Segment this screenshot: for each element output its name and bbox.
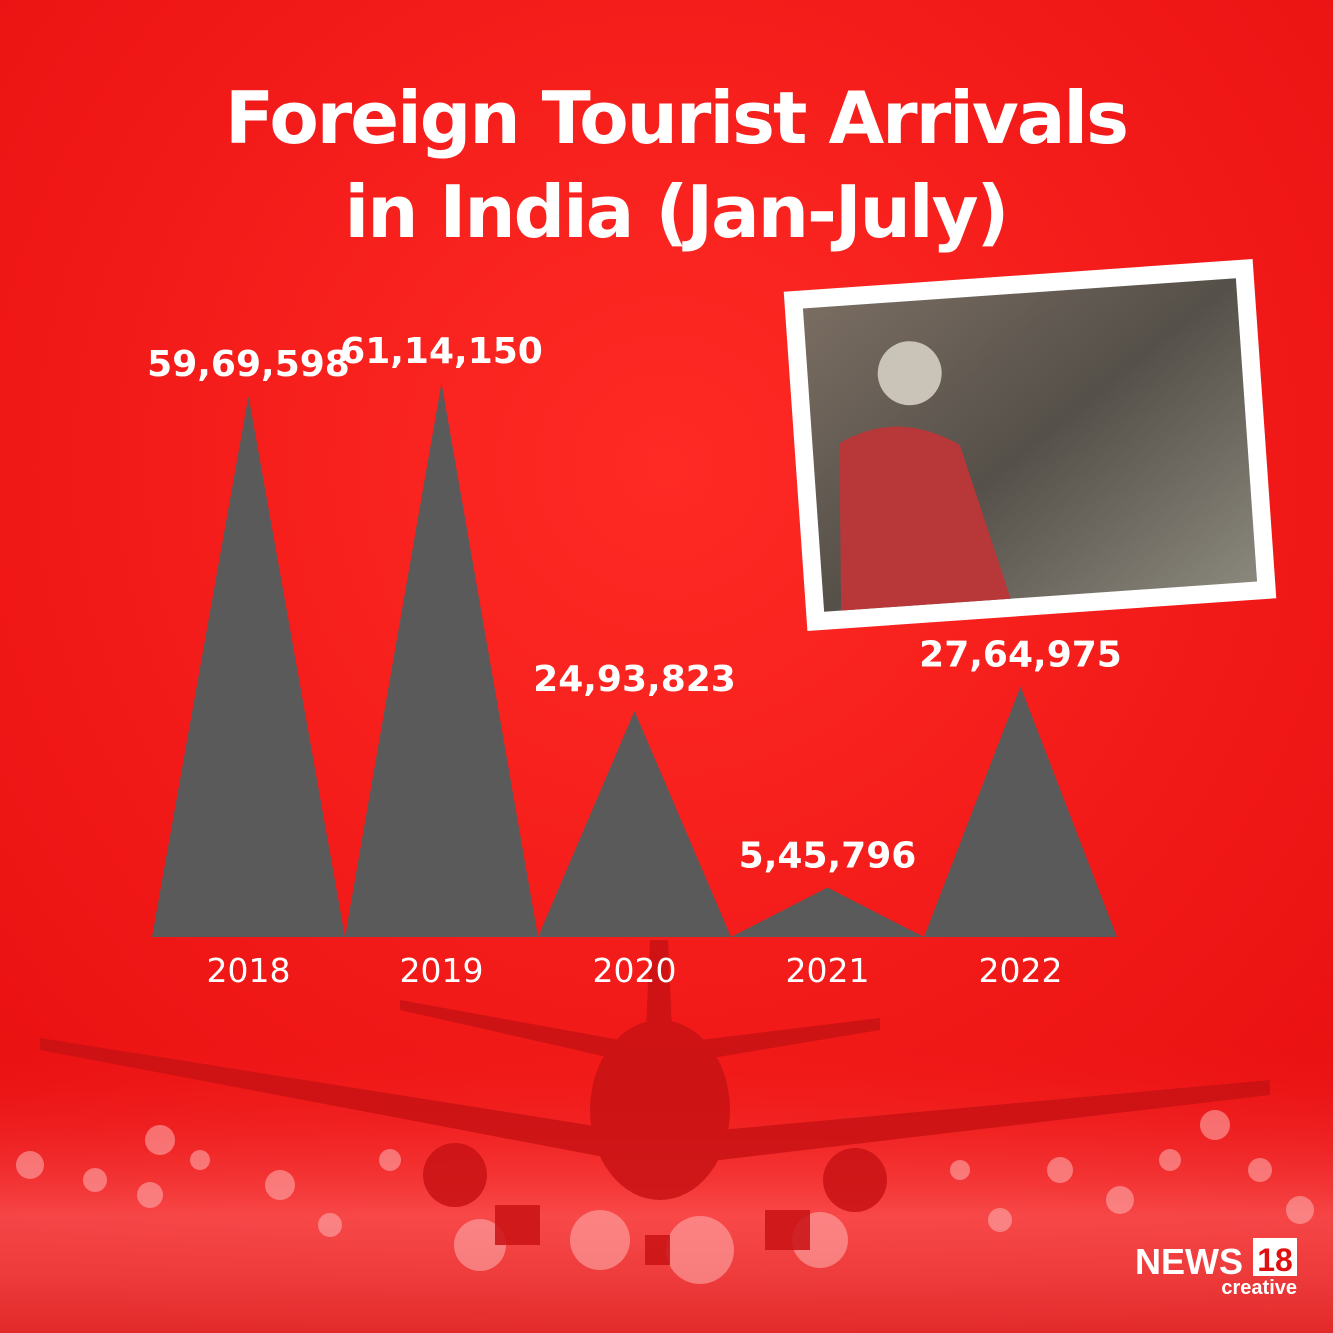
airplane <box>40 940 1270 1265</box>
logo-name: NEWS <box>1135 1241 1243 1282</box>
head <box>877 341 942 406</box>
value-label: 61,14,150 <box>340 331 543 372</box>
peak <box>924 686 1117 937</box>
value-label: 59,69,598 <box>147 344 350 385</box>
value-label: 5,45,796 <box>739 836 917 877</box>
bokeh <box>16 1110 1314 1284</box>
peak <box>345 383 538 937</box>
peak <box>731 887 924 937</box>
x-tick-label: 2018 <box>207 951 291 990</box>
logo-box <box>1253 1238 1297 1276</box>
x-tick-label: 2019 <box>400 951 484 990</box>
x-tick-label: 2020 <box>593 951 677 990</box>
logo-tagline: creative <box>1221 1277 1297 1299</box>
logo-number: 18 <box>1257 1242 1293 1278</box>
value-label: 27,64,975 <box>919 634 1122 675</box>
backpack <box>839 426 1011 611</box>
value-label: 24,93,823 <box>533 659 736 700</box>
x-tick-label: 2021 <box>786 951 870 990</box>
x-tick-label: 2022 <box>979 951 1063 990</box>
peak <box>538 711 731 937</box>
photo <box>783 259 1277 631</box>
chart-title: Foreign Tourist Arrivals in India (Jan-Ju… <box>225 76 1127 254</box>
logo: NEWS 18 creative <box>1135 1238 1297 1299</box>
peak <box>152 396 345 937</box>
